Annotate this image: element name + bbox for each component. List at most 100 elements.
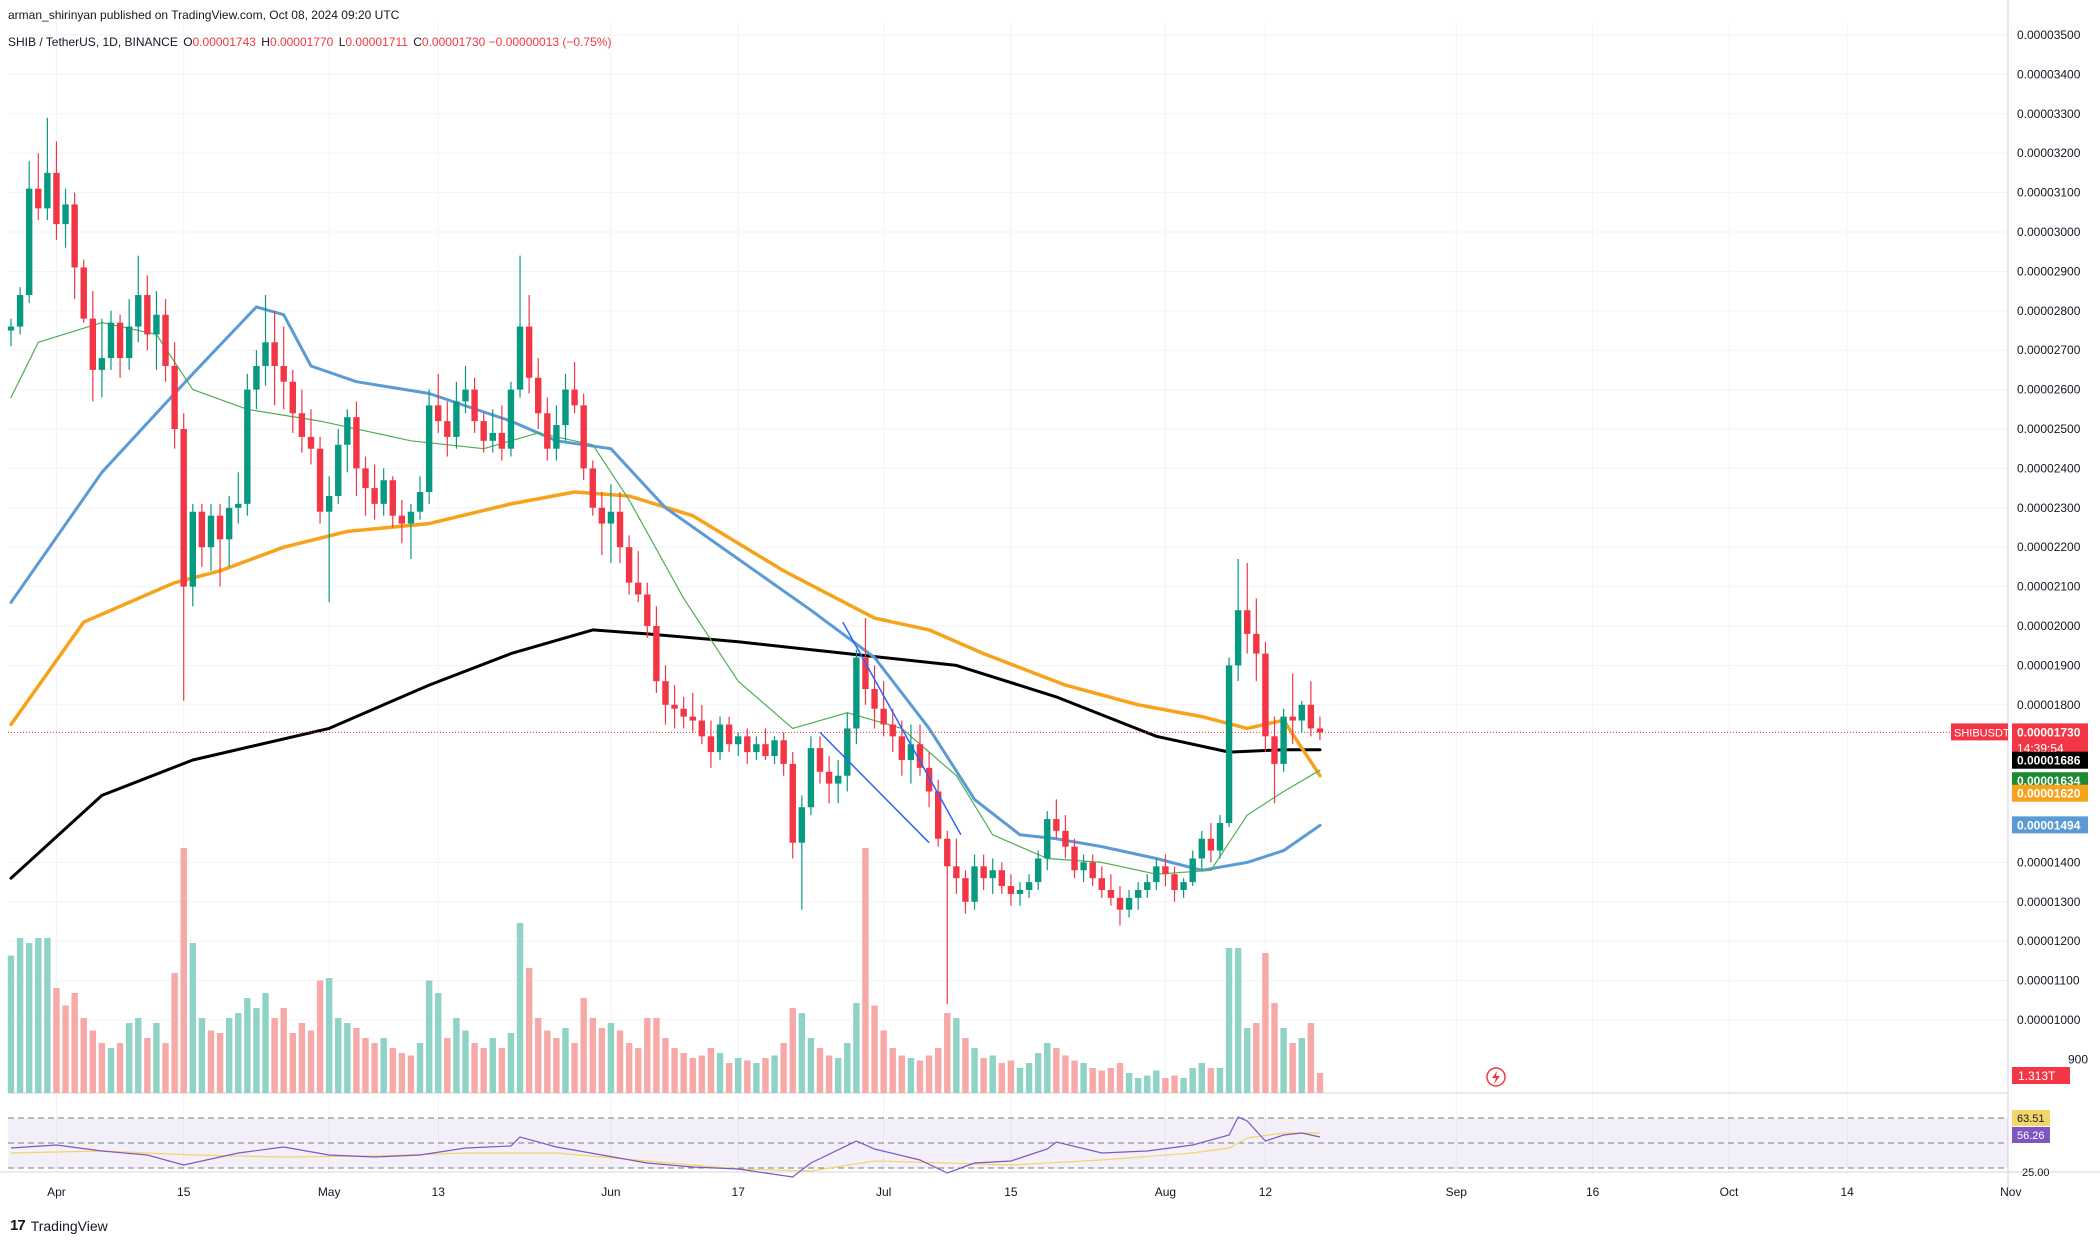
candle <box>144 275 151 351</box>
candle <box>998 862 1006 894</box>
candle <box>253 350 260 410</box>
volume-bar <box>398 1053 406 1093</box>
footer-brand: 17 TradingView <box>10 1217 108 1234</box>
volume-bar <box>498 1048 506 1093</box>
candle <box>435 373 442 433</box>
candle <box>425 389 433 504</box>
candle-body <box>307 436 315 449</box>
volume-bar <box>789 1008 796 1093</box>
volume-bar <box>625 1043 633 1093</box>
candle-body <box>44 172 51 209</box>
volume-bar <box>653 1018 660 1093</box>
volume-bar <box>934 1048 942 1093</box>
candle <box>880 681 887 737</box>
candle-body <box>1116 897 1124 910</box>
candle-body <box>462 389 469 402</box>
candle-body <box>1262 653 1269 737</box>
candle <box>580 393 587 481</box>
candle <box>216 503 224 587</box>
candle-body <box>489 432 496 441</box>
candle-body <box>289 381 296 414</box>
candle <box>916 724 924 776</box>
candle-body <box>180 429 187 587</box>
candle <box>925 752 933 808</box>
volume-bar <box>35 938 42 1093</box>
volume-bar <box>489 1038 496 1093</box>
price-badge-bg <box>2012 751 2088 769</box>
volume-bar <box>307 1030 315 1093</box>
volume-bar <box>125 1023 133 1093</box>
open-label: O <box>183 35 193 49</box>
candle-body <box>1107 889 1115 898</box>
candle-body <box>1253 633 1260 654</box>
candle <box>1234 559 1242 682</box>
symbol-pair[interactable]: SHIB / TetherUS, 1D, BINANCE <box>8 35 178 49</box>
candle-body <box>589 468 596 508</box>
candle <box>271 310 278 406</box>
volume-bar <box>80 1018 87 1093</box>
volume-bar <box>235 1013 242 1093</box>
candles <box>7 117 1324 1005</box>
candle-body <box>216 515 224 540</box>
candle <box>407 503 415 560</box>
price-tick-label: 0.00001300 <box>2017 895 2081 909</box>
volume-bar <box>898 1055 906 1093</box>
candle <box>153 291 160 370</box>
candle-body <box>189 511 196 587</box>
candle <box>225 495 233 567</box>
rsi-ma-line <box>10 1132 1320 1172</box>
volume-bar <box>816 1048 824 1093</box>
candle-body <box>662 681 669 705</box>
candle <box>344 409 351 473</box>
candle <box>1016 882 1024 906</box>
candle-body <box>971 866 978 902</box>
price-tick-label: 0.00001400 <box>2017 855 2081 869</box>
volume-bar <box>289 1033 296 1093</box>
volume-bar <box>971 1048 978 1093</box>
volume-bar <box>753 1063 760 1093</box>
candle-body <box>635 582 642 595</box>
candle-body <box>535 377 542 414</box>
volume-bar <box>471 1043 478 1093</box>
time-tick-label: May <box>318 1185 341 1199</box>
candle <box>1253 598 1260 682</box>
symbol-badge-text: SHIBUSDT <box>1954 727 2010 739</box>
volume-bar <box>1207 1068 1215 1093</box>
candle <box>816 736 824 784</box>
candle <box>307 409 315 465</box>
candle <box>280 326 287 410</box>
candle-body <box>225 507 233 540</box>
candle-body <box>398 515 406 524</box>
volume-bar <box>1034 1053 1042 1093</box>
candle <box>1062 815 1069 859</box>
candle-body <box>1271 736 1278 764</box>
volume-bar <box>1071 1060 1078 1093</box>
ma-orange-line <box>9 490 1322 778</box>
volume-bar <box>1053 1048 1060 1093</box>
candle-body <box>616 511 624 548</box>
candle-body <box>335 444 342 496</box>
volume-bar <box>1171 1075 1178 1093</box>
candle-body <box>344 417 351 445</box>
volume-bar <box>207 1030 215 1093</box>
volume-bar <box>944 1013 951 1093</box>
price-tick-label: 0.00001900 <box>2017 658 2081 672</box>
volume-bar <box>316 980 324 1093</box>
candle <box>1262 641 1269 753</box>
volume-bar <box>244 998 251 1093</box>
candle-body <box>607 511 615 524</box>
candle <box>135 255 142 343</box>
candle <box>89 291 97 402</box>
volume-bar <box>1062 1055 1069 1093</box>
candle <box>644 582 651 638</box>
candle <box>380 468 387 516</box>
candle <box>625 535 633 595</box>
volume-bar <box>525 968 533 1093</box>
candle-body <box>407 511 415 524</box>
candle <box>1280 708 1287 772</box>
candle <box>180 413 187 701</box>
ma-green-line <box>10 322 1321 875</box>
candle-body <box>253 365 260 390</box>
volume-bar <box>1298 1038 1305 1093</box>
